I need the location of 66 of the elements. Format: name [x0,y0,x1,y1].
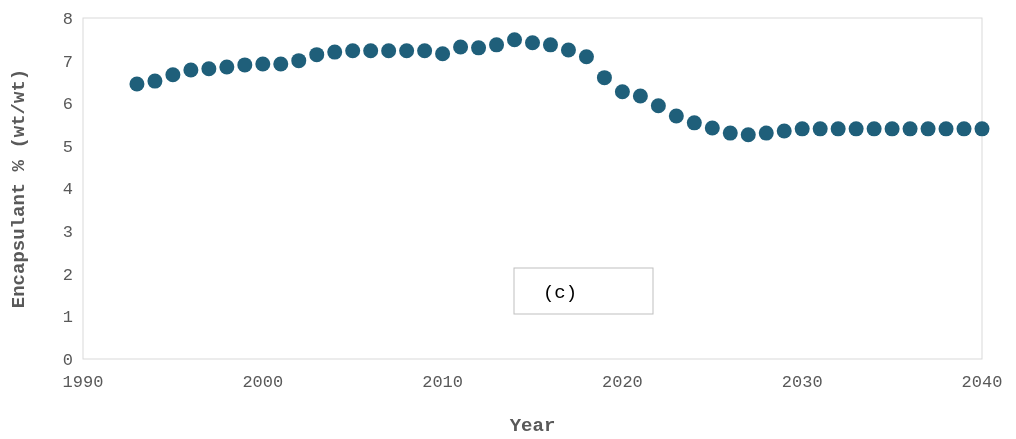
point [327,44,343,60]
point [129,76,145,92]
point [435,46,451,62]
y-tick-label: 5 [62,137,73,157]
x-tick-label: 1990 [62,373,104,392]
point [201,61,217,77]
point [471,40,487,56]
point [956,121,972,137]
point [255,56,271,72]
point [345,43,361,59]
y-tick-label: 8 [62,9,73,29]
point [453,39,469,55]
x-tick-label: 2010 [422,373,464,392]
point [902,121,918,137]
point [291,53,307,69]
point [417,43,433,59]
point [219,59,235,75]
point [614,84,630,100]
point [668,108,684,124]
y-tick-label: 0 [62,350,73,370]
point [632,88,648,104]
point [507,32,523,48]
point [542,37,558,53]
point [381,43,397,59]
y-tick-label: 4 [62,180,73,200]
point [686,115,702,131]
point [399,43,415,59]
y-tick-label: 1 [62,308,73,328]
x-tick-label: 2030 [781,373,823,392]
point [165,67,181,83]
point [650,98,666,114]
y-tick-label: 2 [62,265,73,285]
point [974,121,990,137]
point [596,70,612,86]
point [147,73,163,89]
annotation: (c) [542,282,578,304]
point [525,35,540,51]
point [866,121,882,137]
x-tick-label: 2000 [242,373,284,392]
point [363,43,379,59]
point [740,127,756,143]
point [794,121,810,137]
y-tick-label: 7 [62,52,73,72]
point [273,56,289,72]
point [560,42,576,58]
point [848,121,864,137]
x-tick-label: 2040 [961,373,1003,392]
point [830,121,846,137]
y-tick-label: 6 [62,95,73,115]
point [309,47,325,63]
y-axis-title: Encapsulant % (wt/wt) [8,68,30,309]
point [489,37,505,53]
point [722,125,738,141]
point [704,120,720,136]
point [183,62,199,78]
point [812,121,828,137]
point [237,57,253,73]
point [884,121,900,137]
point [758,125,774,141]
point [920,121,936,137]
point [578,49,594,65]
x-axis-title: Year [509,415,556,437]
x-tick-label: 2020 [601,373,643,392]
point [938,121,954,137]
point [776,123,792,139]
y-tick-label: 3 [62,223,73,243]
